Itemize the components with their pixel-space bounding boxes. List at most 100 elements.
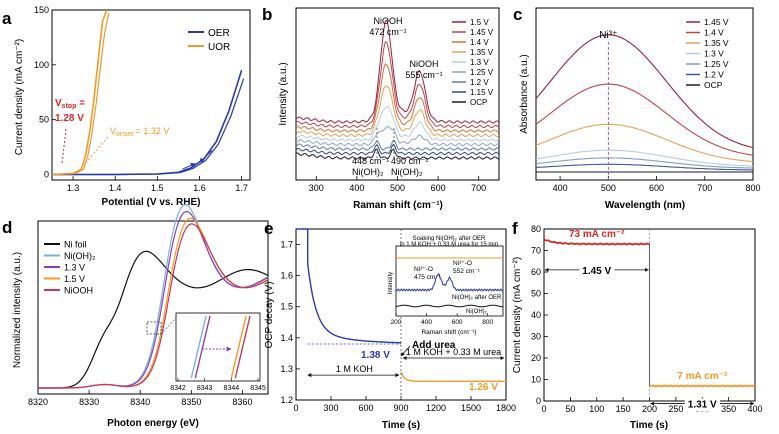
x-c-tick-label: 400	[553, 183, 568, 193]
legend-label: OCP	[470, 98, 487, 107]
inset-e-peak1: Ni³⁺-O	[414, 266, 433, 273]
annotation-peak-555-name: NiOOH	[410, 59, 439, 69]
annotation-peak-472-pos: 472 cm⁻¹	[369, 27, 406, 37]
series-line-131v	[649, 384, 756, 388]
xlabel-d: Photon energy (eV)	[107, 418, 199, 429]
x-d-tick-label: 8350	[181, 397, 201, 407]
series-line-1.4v	[535, 83, 754, 156]
x-b-tick-label: 400	[349, 183, 364, 193]
y-f-tick-label: 50	[531, 289, 541, 299]
y-e-tick-label: 1.5	[280, 302, 293, 312]
legend-label: 1.3 V	[704, 49, 724, 59]
panel-d: d Normalized intensity (a.u.) Photon ene…	[2, 204, 269, 429]
panel-e: e OCP decay (V) Time (s) 0 300 600 900 1200 1…	[264, 219, 516, 431]
series-line-decay	[296, 228, 402, 344]
inset-line-after-oer	[395, 272, 504, 292]
x-e-tick-label: 900	[393, 403, 408, 413]
series-c	[535, 34, 754, 173]
y-e-tick-label: 1.7	[280, 240, 293, 250]
series-line-ocp	[295, 148, 500, 160]
panel-b: b Intensity (a.u.) Raman shift (cm⁻¹) 30…	[262, 5, 500, 211]
zoom-box	[146, 321, 162, 335]
arrow-add-urea	[400, 345, 411, 357]
legend-label: 1.25 V	[470, 68, 494, 77]
annotation-peak-490-pos: 490 cm⁻¹	[391, 156, 428, 166]
inset-tick-label: 400	[421, 319, 432, 326]
inset-e-peak2: Ni³⁺-O	[453, 260, 472, 267]
legend-label: 1.35 V	[704, 38, 729, 48]
axis-ticks-a: 1.3 1.4 1.5 1.6 1.7 0 50 100 150	[34, 5, 248, 193]
x-f-tick-label: 100	[589, 404, 604, 414]
series-line-1.4v	[295, 63, 500, 133]
x-f-tick-label: 200	[642, 404, 657, 414]
legend-label-uor: UOR	[208, 42, 230, 53]
inset-tick-label: 8343	[197, 385, 213, 392]
panel-a: a Current density (mA cm⁻²) Potential (V…	[2, 5, 251, 208]
series-line-1.3v	[535, 149, 754, 167]
x-c-tick-label: 700	[697, 183, 712, 193]
legend-label: Ni(OH)₂	[64, 251, 96, 261]
y-a-tick-label: 50	[39, 115, 49, 125]
x-e-tick-label: 1500	[461, 403, 481, 413]
inset-frame-d	[175, 312, 261, 382]
legend-label: 1.35 V	[470, 48, 494, 57]
x-b-tick-label: 700	[471, 183, 486, 193]
legend-label: 1.15 V	[470, 88, 494, 97]
x-c-tick-label: 800	[745, 183, 760, 193]
legend-b: 1.5 V1.45 V1.4 V1.35 V1.3 V1.25 V1.2 V1.…	[452, 18, 494, 107]
ylabel-b: Intensity (a.u.)	[278, 62, 289, 125]
axis-ticks-b: 300 400 500 600 700	[309, 176, 486, 193]
legend-label: 1.5 V	[470, 18, 489, 27]
x-e-tick-label: 1800	[496, 403, 516, 413]
legend-label: Ni foil	[64, 240, 87, 250]
inset-line-1	[194, 315, 211, 379]
series-line-1.5v	[295, 19, 500, 124]
annotation-v-138: 1.38 V	[361, 350, 390, 361]
annotation-add-urea: Add urea	[412, 340, 456, 351]
segment-label-koh: 1 M KOH	[336, 364, 373, 374]
annotation-peak-490-name: Ni(OH)₂	[391, 167, 423, 177]
y-e-tick-label: 1.2	[280, 395, 293, 405]
inset-series-e	[395, 257, 504, 308]
y-f-tick-label: 0	[536, 396, 541, 406]
inset-e: Soaking Ni(OH)₂ after OER in 1 M KOH + 0…	[388, 236, 504, 336]
series-line-1.15v	[295, 143, 500, 156]
y-f-tick-label: 10	[531, 375, 541, 385]
inset-tick-label: 600	[452, 319, 463, 326]
x-f-tick-label: 0	[541, 404, 546, 414]
series-d	[38, 204, 269, 389]
series-line-1.45v	[535, 34, 754, 149]
plot-frame-d	[37, 220, 269, 395]
xlabel-e: Time (s)	[382, 420, 420, 431]
panel-c: c Absorbance (a.u.) Wavelength (nm) 400 5…	[513, 5, 761, 211]
annotation-peak-448-pos: 448 cm⁻¹	[352, 156, 389, 166]
xlabel-f: Time (s)	[630, 420, 668, 431]
x-d-tick-label: 8330	[79, 397, 99, 407]
x-d-tick-label: 8340	[130, 397, 150, 407]
y-f-tick-label: 30	[531, 332, 541, 342]
y-f-tick-label: 20	[531, 353, 541, 363]
panel-label-f: f	[512, 219, 518, 238]
panel-f: f Current density (mA cm⁻²) Time (s) 0 50…	[512, 219, 763, 431]
legend-label: 1.5 V	[64, 274, 85, 284]
panel-label-c: c	[513, 5, 522, 24]
series-line-1.25v	[295, 126, 500, 147]
annotation-peak-555-pos: 555 cm⁻¹	[405, 70, 442, 80]
y-e-tick-label: 1.6	[280, 271, 293, 281]
y-a-tick-label: 150	[34, 5, 49, 15]
series-e	[296, 228, 506, 382]
y-f-tick-label: 40	[531, 310, 541, 320]
inset-tick-label: 8345	[250, 385, 266, 392]
x-b-tick-label: 300	[309, 183, 324, 193]
inset-line-nioh2	[395, 304, 504, 308]
segment-label-131v: 1.31 V	[688, 400, 717, 411]
arrow-vstop	[61, 128, 67, 165]
annotation-peak-448-name: Ni(OH)₂	[352, 167, 384, 177]
inset-line-2	[230, 315, 247, 379]
legend-label: 1.2 V	[470, 78, 489, 87]
inset-e-title-2: in 1 M KOH + 0.33 M urea for 15 min	[400, 242, 498, 248]
legend-label: 1.25 V	[704, 59, 729, 69]
x-a-tick-label: 1.4	[109, 183, 122, 193]
